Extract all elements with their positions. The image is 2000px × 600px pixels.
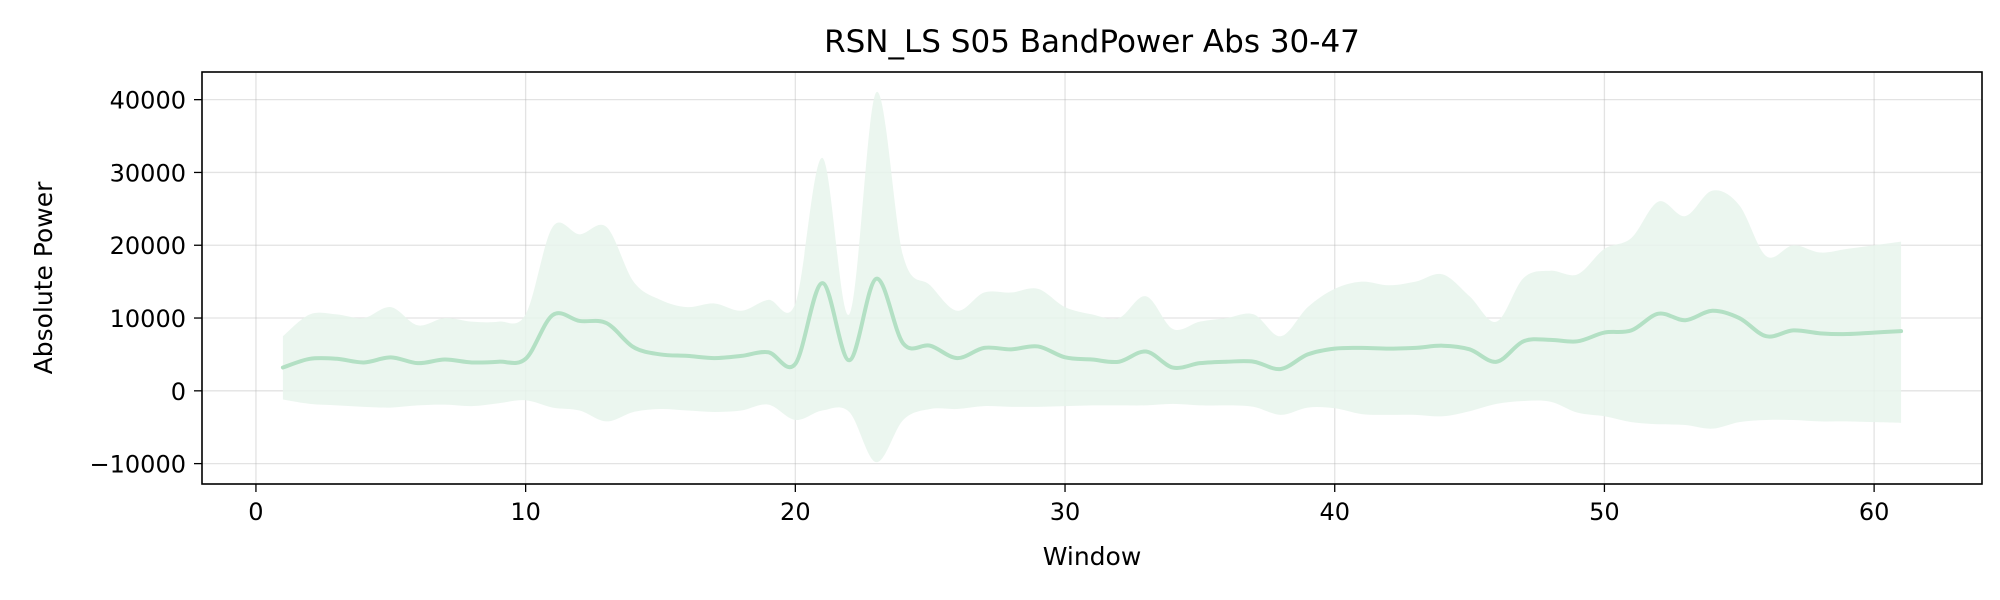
y-tick-label: 40000 xyxy=(110,87,186,115)
x-axis-label: Window xyxy=(1043,542,1142,571)
x-tick-label: 10 xyxy=(510,498,541,526)
x-tick-label: 60 xyxy=(1859,498,1890,526)
plot-frame xyxy=(201,71,1983,485)
x-tick-label: 30 xyxy=(1050,498,1081,526)
y-tick-label: 20000 xyxy=(110,232,186,260)
y-tick-label: 0 xyxy=(171,378,186,406)
chart-title: RSN_LS S05 BandPower Abs 30-47 xyxy=(824,24,1360,60)
x-tick-label: 0 xyxy=(248,498,263,526)
x-axis: 0 10 20 30 40 50 60 xyxy=(248,484,1889,526)
x-tick-label: 50 xyxy=(1589,498,1620,526)
x-tick-label: 40 xyxy=(1319,498,1350,526)
band-area xyxy=(282,91,1902,463)
y-tick-label: −10000 xyxy=(90,451,186,479)
y-axis-label: Absolute Power xyxy=(29,181,58,375)
series-line xyxy=(280,276,1904,372)
x-tick-label: 20 xyxy=(780,498,811,526)
y-axis: −10000 0 10000 20000 30000 40000 xyxy=(90,87,202,479)
y-tick-label: 30000 xyxy=(110,159,186,187)
y-tick-label: 10000 xyxy=(110,305,186,333)
